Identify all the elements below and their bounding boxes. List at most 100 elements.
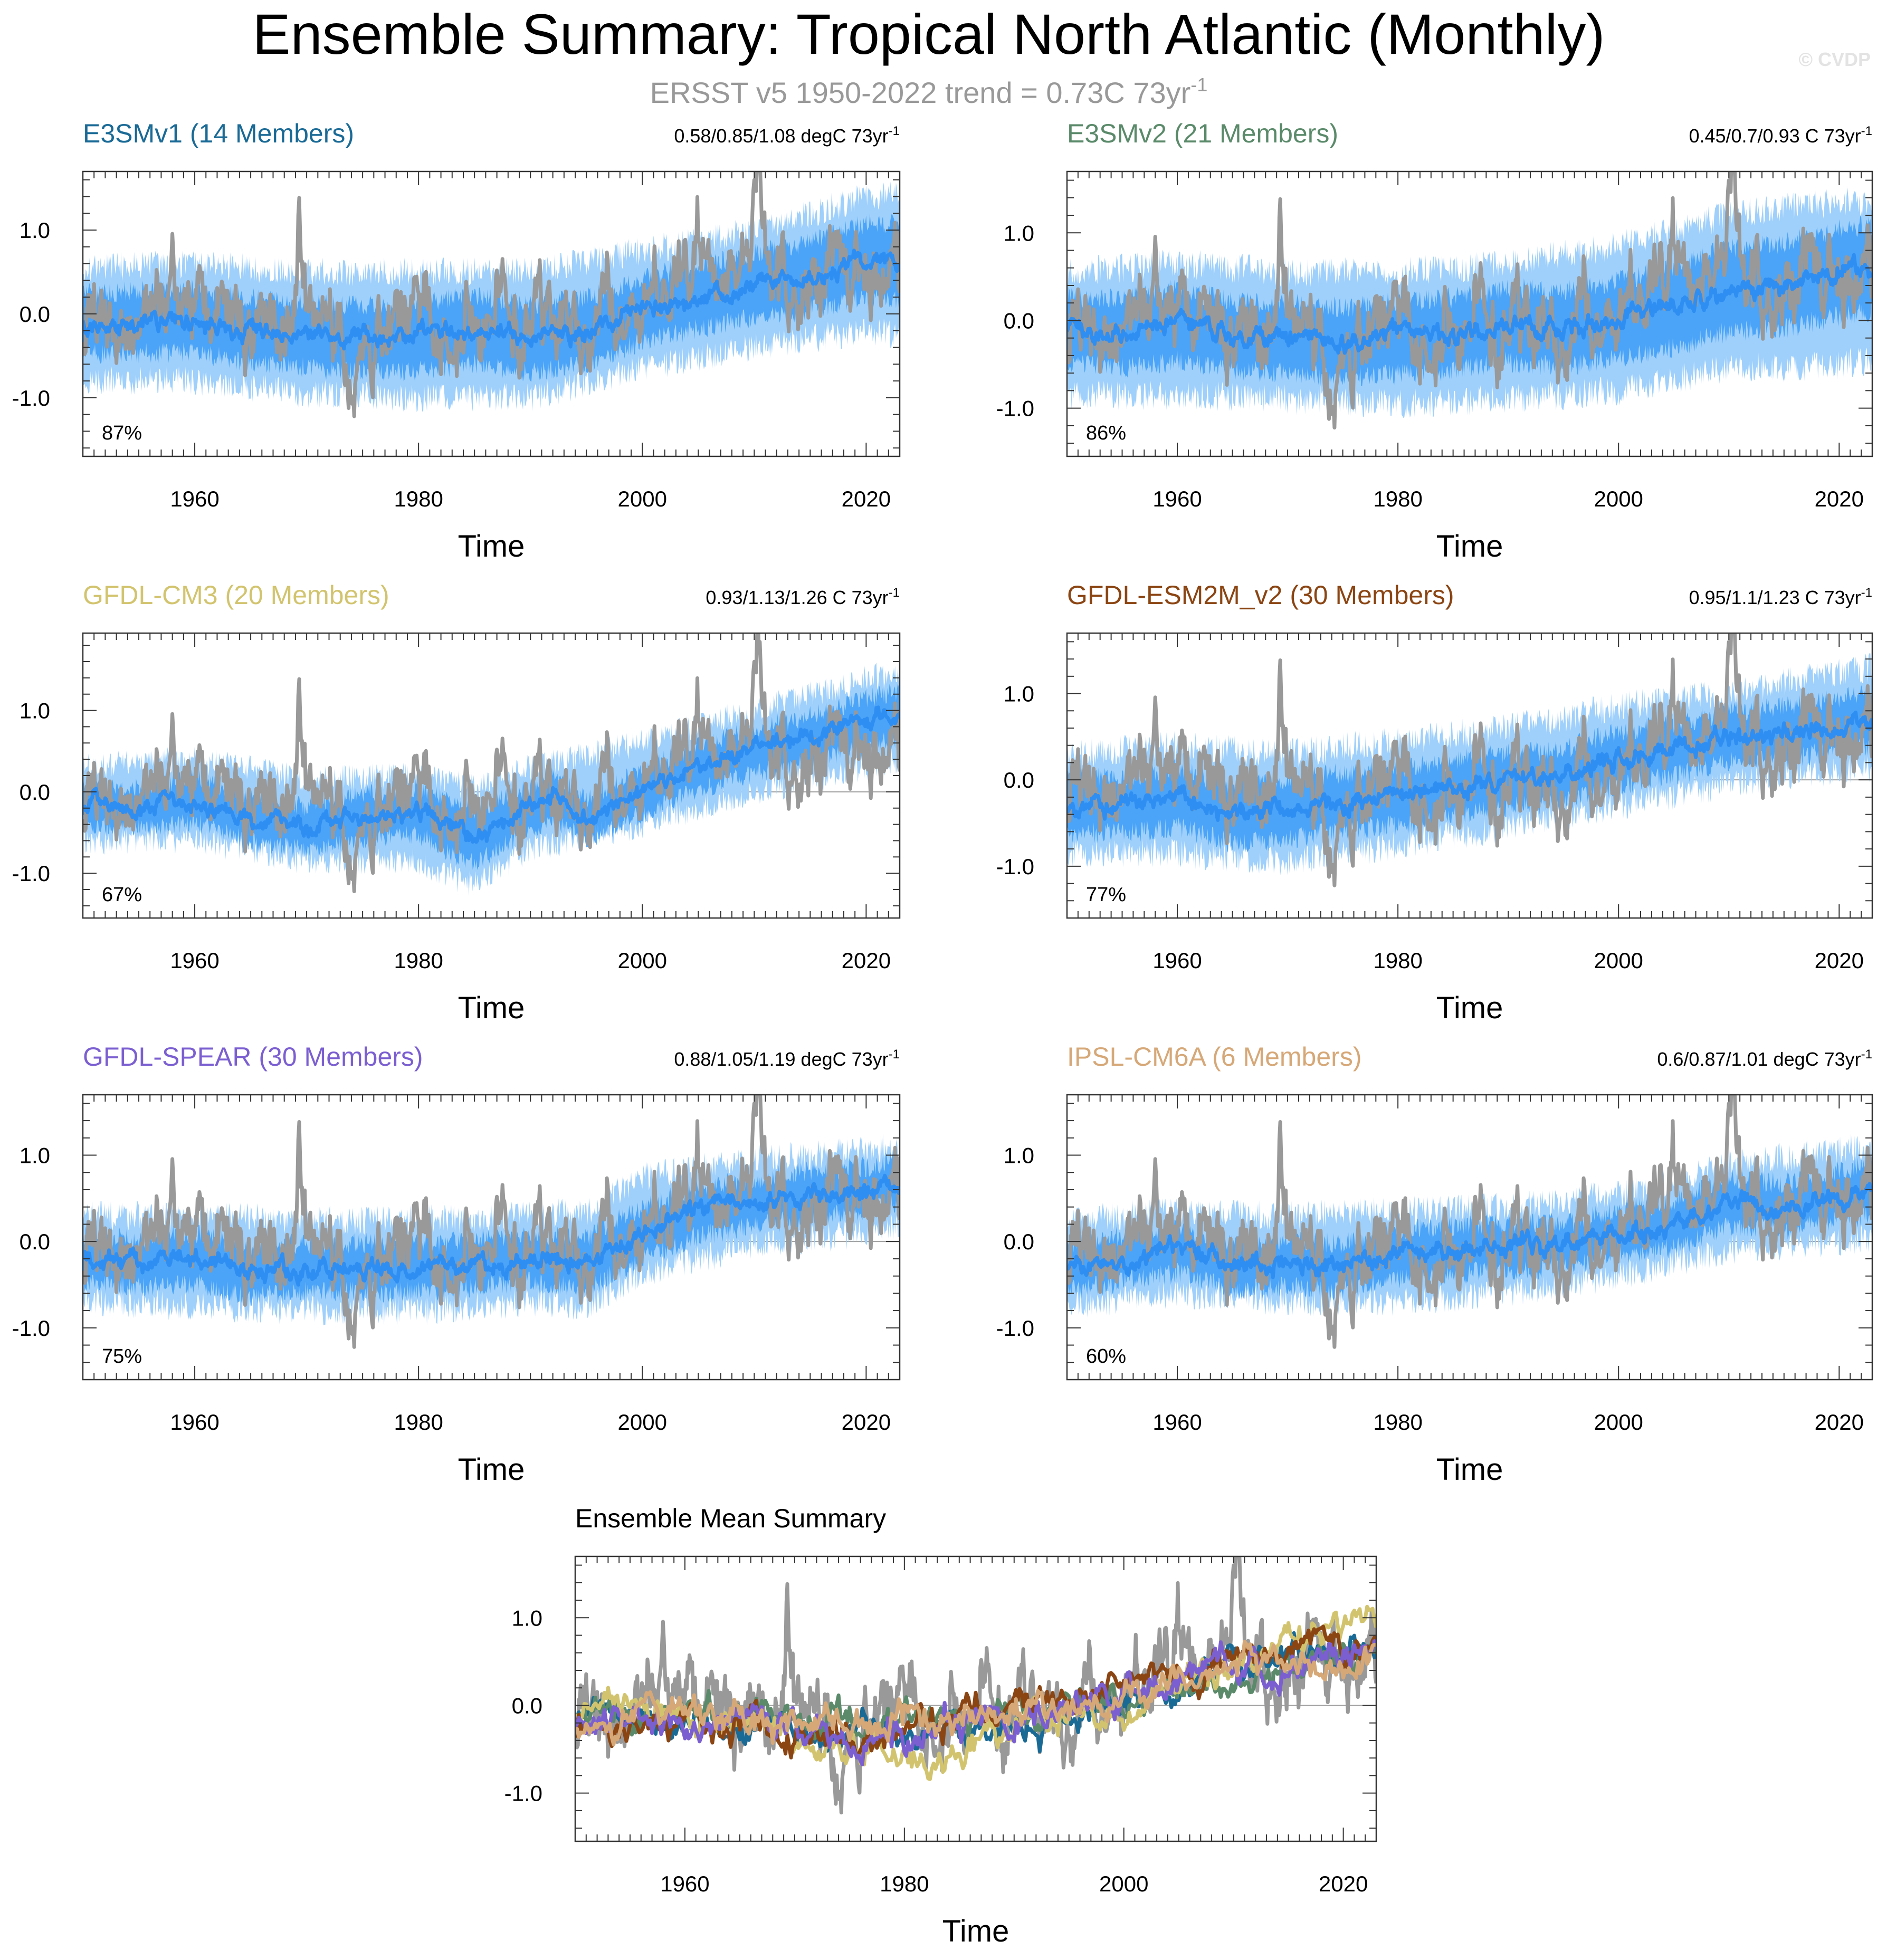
chart-panel: 1960 1980 2000 2020 1.0 0.0 -1.0 Time Ensemble M… [504,1504,1377,1948]
x-axis-label: Time [458,1452,525,1487]
plot-frame [82,1094,901,1381]
panel-title: GFDL-CM3 (20 Members) [83,580,389,610]
x-axis-label: Time [1436,1452,1503,1487]
ensemble-mean-line [83,248,900,351]
plot-area [1067,1095,1872,1349]
panel-title: GFDL-ESM2M_v2 (30 Members) [1067,580,1454,610]
series-line-ipsl-cm6a [575,1640,1376,1746]
figure-subtitle: ERSST v5 1950-2022 trend = 0.73C 73yr-1 [650,74,1208,109]
y-tick-label: -1.0 [12,386,50,410]
axis-ticks [82,171,900,456]
plot-frame [1066,170,1873,457]
y-tick-label: 0.0 [20,780,50,805]
x-tick-label: 1960 [660,1871,709,1896]
panel-percent: 87% [102,422,142,444]
y-tick-label: 1.0 [20,218,50,243]
panel-percent: 86% [1086,422,1126,444]
x-tick-label: 1960 [1152,486,1202,511]
y-tick-label: 0.0 [20,1229,50,1254]
panel-percent: 75% [102,1345,142,1368]
axis-ticks [1066,171,1873,456]
x-axis-label: Time [1436,991,1503,1025]
chart-panel: 1960 1980 2000 2020 1.0 0.0 -1.0 Time IPSL-CM6A … [996,1042,1873,1487]
x-tick-label: 2000 [618,486,667,511]
observed-series-line [1067,1095,1872,1349]
x-tick-label: 2020 [842,486,891,511]
x-tick-label: 1960 [170,948,219,973]
panel-trend-stats: 0.93/1.13/1.26 C 73yr-1 [706,586,900,608]
x-tick-label: 2020 [842,948,891,973]
x-tick-label: 1980 [394,948,443,973]
plot-frame [1066,632,1873,919]
x-tick-label: 2000 [618,1410,667,1435]
y-tick-label: 0.0 [1004,1229,1034,1254]
y-tick-label: 0.0 [1004,768,1034,792]
x-axis-label: Time [942,1914,1009,1948]
x-tick-label: 2000 [1594,948,1643,973]
ensemble-mean-line [83,1173,900,1287]
copyright-watermark: © CVDP [1798,49,1871,70]
panel-trend-stats: 0.45/0.7/0.93 C 73yr-1 [1689,124,1872,147]
panel-percent: 77% [1086,884,1126,906]
panel-title: Ensemble Mean Summary [575,1504,886,1533]
panel-trend-stats: 0.6/0.87/1.01 degC 73yr-1 [1657,1047,1872,1070]
panel-title: E3SMv2 (21 Members) [1067,119,1338,148]
y-tick-label: 1.0 [512,1605,542,1630]
x-tick-label: 1960 [170,486,219,511]
panel-title: IPSL-CM6A (6 Members) [1067,1042,1361,1072]
observed-series-line [83,633,900,893]
series-line-gfdl-spear [575,1639,1376,1766]
y-tick-label: 1.0 [1004,1143,1034,1168]
y-tick-label: -1.0 [12,1316,50,1341]
y-tick-label: -1.0 [996,854,1034,879]
x-tick-label: 2020 [1815,486,1864,511]
ensemble-mean-line [83,705,900,844]
y-tick-label: -1.0 [996,396,1034,421]
plot-area [1067,633,1872,887]
x-tick-label: 1980 [1373,948,1422,973]
axis-ticks [575,1556,1377,1841]
ensemble-mean-line [1067,253,1872,355]
x-tick-label: 2020 [1319,1871,1368,1896]
x-tick-label: 1960 [1152,948,1202,973]
panel-trend-stats: 0.58/0.85/1.08 degC 73yr-1 [674,124,900,147]
ensemble-mean-line [1067,1182,1872,1279]
x-tick-label: 2020 [1815,1410,1864,1435]
y-tick-label: -1.0 [12,861,50,886]
x-tick-label: 1980 [880,1871,929,1896]
x-axis-label: Time [458,991,525,1025]
chart-panel: 1960 1980 2000 2020 1.0 0.0 -1.0 Time E3SMv2 (21… [996,119,1873,563]
panel-percent: 67% [102,884,142,906]
chart-panel: 1960 1980 2000 2020 1.0 0.0 -1.0 Time GFDL-SPEAR… [12,1042,901,1487]
chart-panel: 1960 1980 2000 2020 1.0 0.0 -1.0 Time GFDL-CM3 (… [12,580,901,1025]
x-tick-label: 1980 [1373,486,1422,511]
y-tick-label: -1.0 [504,1781,542,1806]
x-axis-label: Time [458,529,525,563]
panel-percent: 60% [1086,1345,1126,1368]
x-tick-label: 1960 [170,1410,219,1435]
x-tick-label: 2000 [618,948,667,973]
plot-area [83,171,900,418]
plot-area [575,1556,1376,1815]
y-tick-label: 1.0 [20,1143,50,1168]
y-tick-label: 0.0 [1004,308,1034,333]
x-axis-label: Time [1436,529,1503,563]
chart-panel: 1960 1980 2000 2020 1.0 0.0 -1.0 Time GFDL-ESM2M… [996,580,1873,1025]
plot-frame [1066,1094,1873,1381]
y-tick-label: 1.0 [1004,682,1034,706]
chart-panel: 1960 1980 2000 2020 1.0 0.0 -1.0 Time E3SMv1 (14… [12,119,901,563]
plot-area [1067,171,1872,430]
x-tick-label: 2000 [1594,486,1643,511]
axis-ticks [1066,1095,1873,1380]
x-tick-label: 1980 [394,1410,443,1435]
y-tick-label: 1.0 [1004,221,1034,245]
panel-title: E3SMv1 (14 Members) [83,119,354,148]
panel-trend-stats: 0.95/1.1/1.23 C 73yr-1 [1689,586,1872,608]
x-tick-label: 1960 [1152,1410,1202,1435]
x-tick-label: 1980 [394,486,443,511]
x-tick-label: 1980 [1373,1410,1422,1435]
plot-area [83,633,900,896]
panel-title: GFDL-SPEAR (30 Members) [83,1042,423,1072]
observed-series-line [83,1095,900,1349]
